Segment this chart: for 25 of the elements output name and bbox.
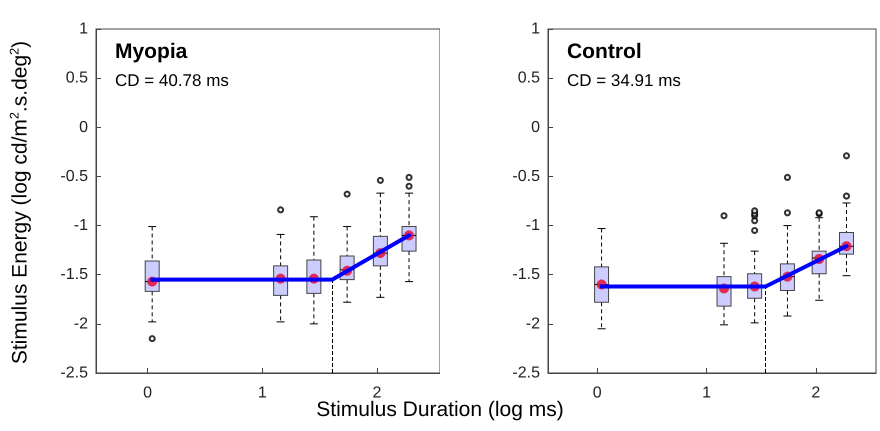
y-tick-label: 0 bbox=[531, 118, 540, 136]
y-tick-label: 1 bbox=[79, 20, 88, 38]
y-tick-label: -2 bbox=[526, 315, 540, 332]
text: CD = 34.91 ms bbox=[567, 71, 681, 90]
y-tick-label: 0.5 bbox=[66, 70, 88, 87]
y-tick-label: 0.5 bbox=[518, 70, 540, 87]
y-tick-label: 0 bbox=[79, 118, 88, 136]
y-tick-label: -2.5 bbox=[512, 364, 540, 382]
y-tick-label: -2.5 bbox=[60, 364, 88, 382]
y-tick-label: -1 bbox=[526, 217, 540, 234]
y-tick-label: -1 bbox=[74, 217, 88, 234]
x-tick-label: 1 bbox=[258, 384, 267, 402]
y-tick-label: -0.5 bbox=[60, 168, 88, 185]
y-tick-label: -1.5 bbox=[512, 266, 540, 284]
x-tick-label: 0 bbox=[143, 384, 152, 402]
y-tick-label: -0.5 bbox=[512, 168, 540, 185]
text: Control bbox=[567, 40, 642, 63]
x-tick-label: 2 bbox=[811, 384, 820, 402]
x-tick-label: 0 bbox=[592, 384, 602, 402]
x-tick-label: 1 bbox=[702, 384, 712, 402]
text: CD = 40.78 ms bbox=[115, 71, 229, 90]
y-tick-label: -2 bbox=[74, 315, 88, 332]
y-tick-label: -1.5 bbox=[60, 266, 88, 284]
text: Myopia bbox=[115, 40, 188, 63]
y-tick-label: 1 bbox=[531, 20, 540, 38]
